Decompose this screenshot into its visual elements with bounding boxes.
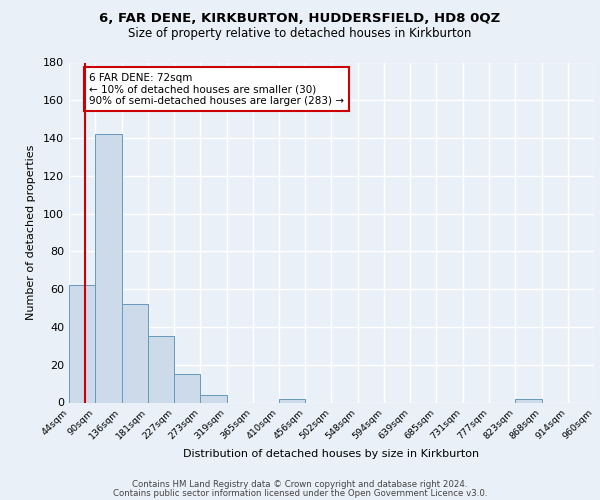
Bar	[174, 374, 200, 402]
Text: Contains HM Land Registry data © Crown copyright and database right 2024.: Contains HM Land Registry data © Crown c…	[132, 480, 468, 489]
Bar	[200, 395, 227, 402]
Bar	[69, 286, 95, 403]
Text: Size of property relative to detached houses in Kirkburton: Size of property relative to detached ho…	[128, 28, 472, 40]
Y-axis label: Number of detached properties: Number of detached properties	[26, 145, 36, 320]
Bar	[148, 336, 174, 402]
Text: 6 FAR DENE: 72sqm
← 10% of detached houses are smaller (30)
90% of semi-detached: 6 FAR DENE: 72sqm ← 10% of detached hous…	[89, 72, 344, 106]
Bar	[121, 304, 148, 402]
Text: 6, FAR DENE, KIRKBURTON, HUDDERSFIELD, HD8 0QZ: 6, FAR DENE, KIRKBURTON, HUDDERSFIELD, H…	[100, 12, 500, 26]
X-axis label: Distribution of detached houses by size in Kirkburton: Distribution of detached houses by size …	[184, 449, 479, 459]
Bar	[95, 134, 121, 402]
Bar	[279, 398, 305, 402]
Text: Contains public sector information licensed under the Open Government Licence v3: Contains public sector information licen…	[113, 488, 487, 498]
Bar	[515, 398, 542, 402]
